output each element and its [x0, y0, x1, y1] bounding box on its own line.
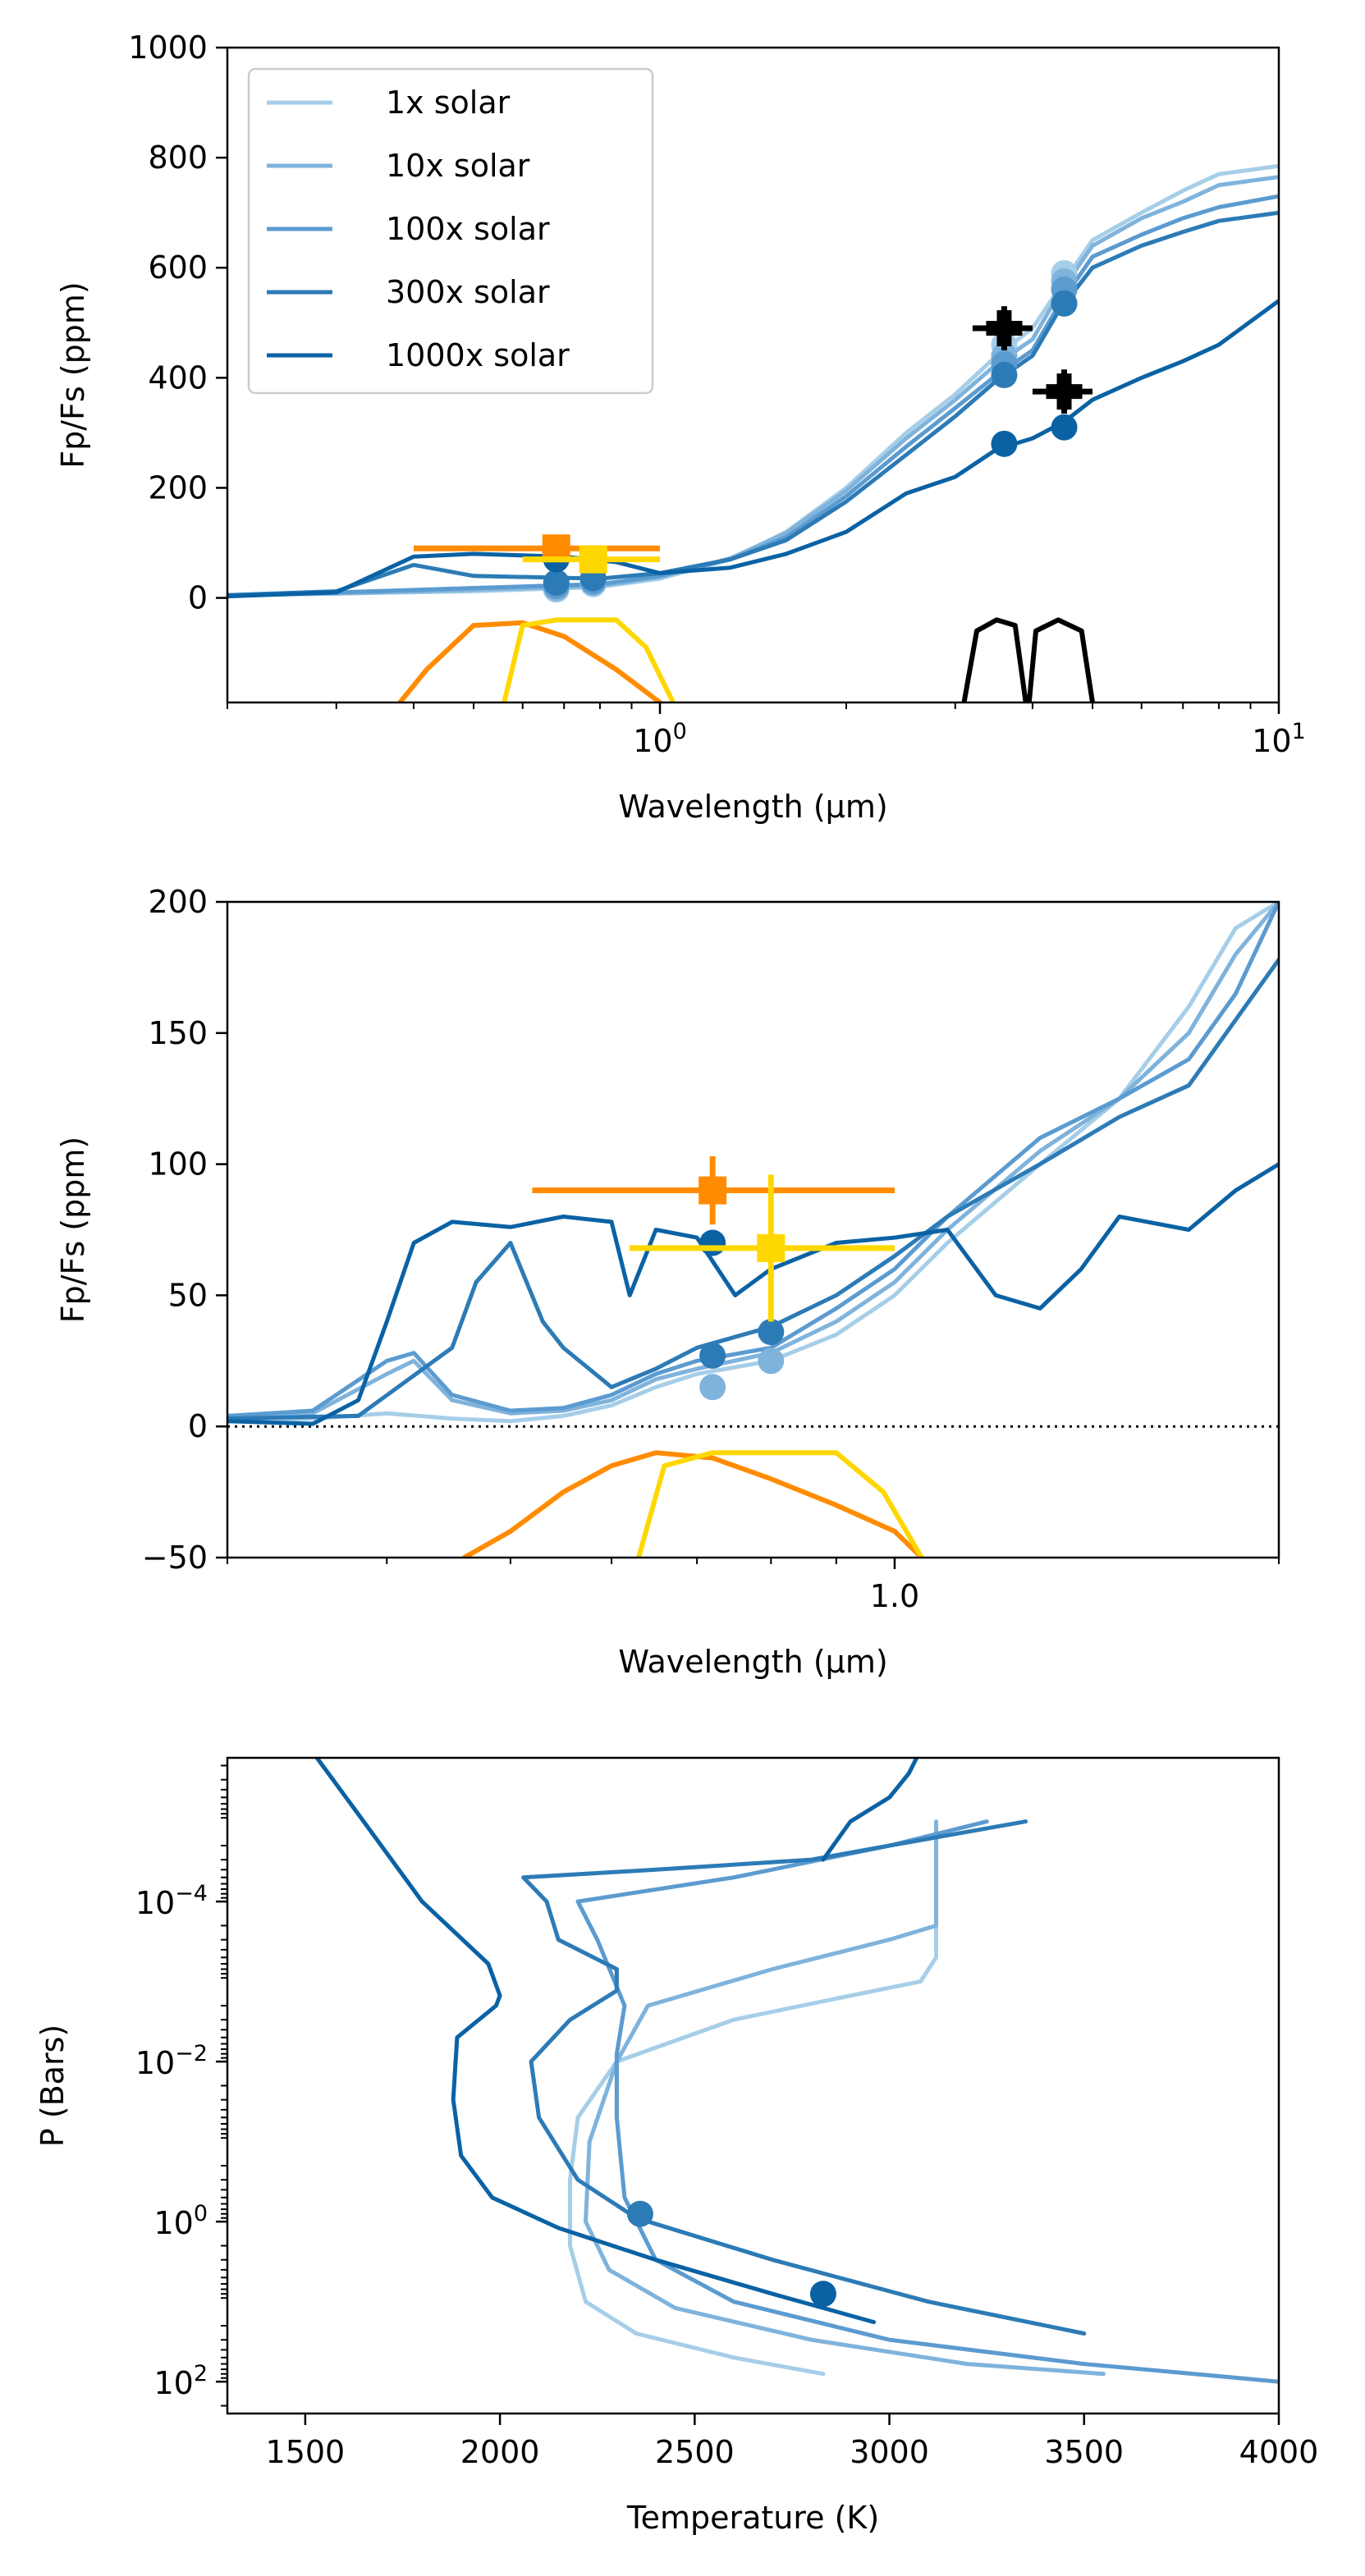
bottom-plot-area [314, 1758, 1279, 2384]
legend-label: 10x solar [386, 148, 530, 184]
model-point [699, 1342, 726, 1369]
series-1x-solar [568, 1819, 938, 2377]
model-point [758, 1347, 785, 1375]
legend-label: 1000x solar [386, 337, 570, 373]
y-tick-label: 50 [168, 1277, 208, 1313]
model-point [809, 2281, 836, 2308]
axes-frame [226, 46, 1280, 704]
x-tick-label: 101 [1252, 719, 1306, 759]
legend-label: 300x solar [386, 274, 550, 310]
axes-frame [226, 900, 1280, 1559]
series-300x-solar [227, 957, 1279, 1421]
series-100x-solar [227, 194, 1279, 597]
legend-label: 1x solar [386, 85, 511, 121]
y-tick-label: 200 [148, 469, 208, 506]
series-1000x-solar-upper [821, 1758, 919, 1862]
obs-marker-spitzer-3-6 [986, 310, 1023, 346]
bandpass-tess [461, 1450, 924, 1558]
top-x-axis-label: Wavelength (μm) [618, 789, 887, 825]
obs-marker-cheops [757, 1233, 786, 1262]
model-point [758, 1319, 785, 1346]
legend: 1x solar 10x solar 100x solar 300x solar 100… [247, 67, 654, 395]
model-point [699, 1229, 726, 1256]
series-300x-solar [227, 210, 1279, 597]
bandpass-tess [397, 620, 662, 702]
bottom-y-axis-label: P (Bars) [34, 2025, 71, 2147]
series-1000x-solar [314, 1758, 877, 2325]
panel-middle-zoom: −50 0 50 100 150 200 1.0 Wavelength (μm) Fp/Fs… [55, 884, 1280, 1680]
y-tick-label: 10−2 [135, 2041, 208, 2081]
middle-x-axis-label: Wavelength (μm) [618, 1644, 887, 1680]
x-tick-label: 2000 [460, 2434, 540, 2470]
y-tick-label: 600 [148, 249, 208, 286]
y-tick-label: 150 [148, 1015, 208, 1051]
model-point [1051, 414, 1078, 441]
x-tick-label: 100 [633, 719, 687, 759]
y-tick-label: 1000 [128, 30, 208, 66]
model-point [626, 2200, 653, 2227]
x-tick-label: 3500 [1044, 2434, 1124, 2470]
y-tick-label: −50 [142, 1540, 208, 1576]
model-point [1051, 290, 1078, 317]
model-point [991, 362, 1018, 388]
series-10x-solar [227, 902, 1279, 1421]
x-tick-label: 1500 [266, 2434, 346, 2470]
top-plot-area [227, 163, 1279, 702]
legend-frame [247, 67, 654, 395]
panel-bottom-pt-profile: 1500 2000 2500 3000 3500 4000 10−4 10−2 100 102 T… [34, 1756, 1319, 2536]
legend-label: 100x solar [386, 211, 550, 247]
axes-frame [226, 1756, 1280, 2415]
series-100x-solar [575, 1819, 1279, 2384]
x-tick-label: 4000 [1239, 2434, 1319, 2470]
y-tick-label: 200 [148, 884, 208, 920]
series-10x-solar [584, 1819, 1106, 2377]
y-tick-label: 0 [188, 1408, 208, 1444]
series-1x-solar [227, 902, 1279, 1424]
x-tick-label: 1.0 [870, 1578, 919, 1614]
series-1000x-solar [227, 299, 1279, 599]
bandpass-spitzer-3-6 [961, 617, 1028, 702]
y-tick-label: 102 [153, 2361, 208, 2401]
x-tick-label: 2500 [655, 2434, 735, 2470]
middle-axes: −50 0 50 100 150 200 1.0 [142, 884, 1280, 1614]
bandpass-cheops [636, 1450, 924, 1558]
model-point [699, 1374, 726, 1401]
bottom-axes: 1500 2000 2500 3000 3500 4000 10−4 10−2 100 102 [135, 1756, 1319, 2470]
middle-plot-area [227, 902, 1279, 1558]
obs-marker-tess [699, 1176, 727, 1205]
series-100x-solar [227, 902, 1279, 1418]
middle-y-axis-label: Fp/Fs (ppm) [55, 1137, 91, 1323]
y-tick-label: 100 [148, 1146, 208, 1183]
y-tick-label: 0 [188, 580, 208, 616]
bandpass-spitzer-4-5 [1026, 617, 1095, 702]
model-point [543, 569, 570, 596]
y-tick-label: 400 [148, 359, 208, 396]
y-tick-label: 100 [153, 2201, 208, 2241]
x-tick-label: 3000 [850, 2434, 929, 2470]
model-point [991, 430, 1018, 457]
bottom-x-axis-label: Temperature (K) [626, 2500, 879, 2536]
y-tick-label: 800 [148, 140, 208, 176]
obs-marker-cheops [579, 545, 607, 574]
series-1000x-solar [227, 1162, 1279, 1426]
y-tick-label: 10−4 [135, 1881, 208, 1921]
obs-marker-spitzer-4-5 [1046, 373, 1083, 410]
bandpass-cheops [502, 617, 676, 702]
top-y-axis-label: Fp/Fs (ppm) [55, 281, 91, 468]
series-300x-solar [521, 1819, 1087, 2336]
panel-top-spectrum: 0 200 400 600 800 1000 100 101 1x solar 10x sola… [55, 30, 1306, 825]
